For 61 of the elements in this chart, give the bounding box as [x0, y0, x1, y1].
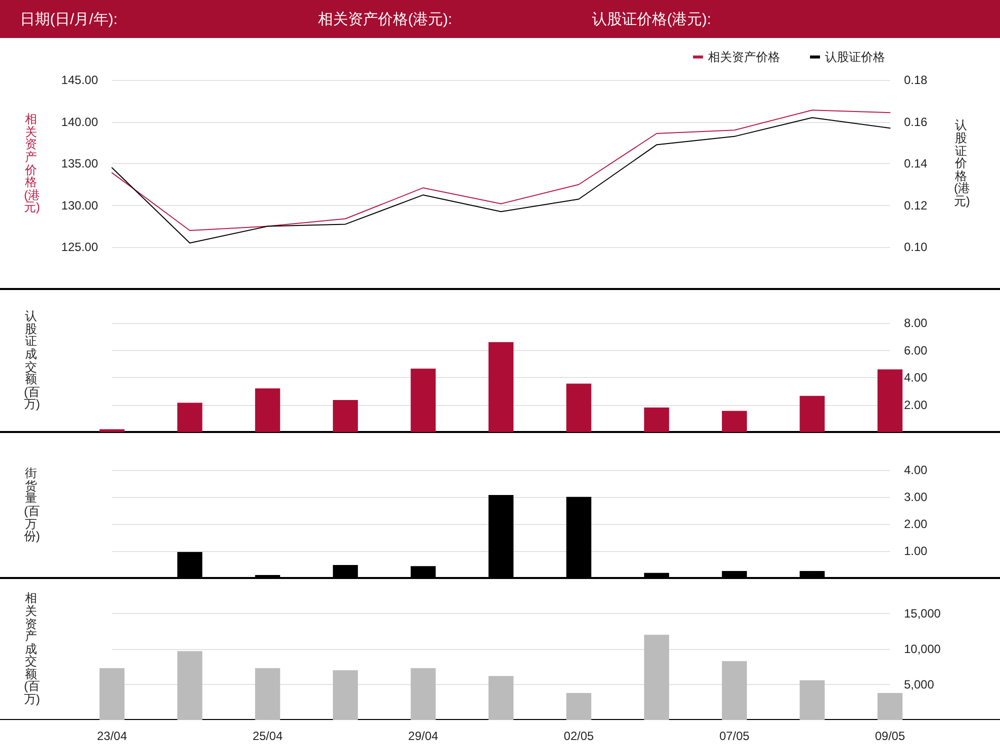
legend-label: 认股证价格	[825, 50, 885, 64]
bar	[332, 400, 358, 432]
bar	[410, 668, 436, 720]
y-axis-title: 认股证成交额(百万)	[24, 309, 40, 412]
x-tick-label: 02/05	[564, 729, 594, 743]
y-tick-label: 145.00	[61, 73, 98, 87]
x-tick-label: 29/04	[408, 729, 439, 743]
bar	[255, 668, 280, 720]
bar	[644, 634, 670, 720]
text: 相关资产成交额(百万)	[24, 591, 40, 706]
bar	[100, 429, 124, 432]
y-tick-label: 135.00	[61, 156, 98, 171]
bar	[800, 680, 825, 720]
y-tick-label: 1.00	[904, 544, 928, 558]
bar	[722, 661, 747, 720]
y2-tick-label: 0.10	[904, 240, 928, 254]
y2-tick-label: 0.12	[904, 198, 928, 212]
text: 相关资产价格(港元):	[318, 10, 452, 29]
bar	[177, 402, 202, 432]
bar	[800, 396, 825, 432]
y-tick-label: 8.00	[904, 316, 928, 330]
bar	[488, 342, 514, 432]
y-axis-title: 相关资产价格(港元)	[24, 112, 40, 214]
y-tick-label: 10,000	[904, 642, 942, 656]
legend-label: 相关资产价格	[708, 50, 780, 64]
y2-tick-label: 0.14	[904, 156, 928, 171]
bar	[255, 388, 280, 432]
x-tick-label: 07/05	[719, 729, 750, 743]
bar	[878, 693, 902, 720]
y2-axis-title: 认股证价格(港元)	[954, 118, 970, 208]
line-series	[112, 110, 890, 231]
y-tick-label: 2.00	[904, 516, 928, 531]
y-tick-label: 6.00	[904, 343, 928, 358]
y-tick-label: 15,000	[904, 606, 942, 620]
bar	[488, 676, 514, 720]
bar	[722, 410, 747, 432]
bar	[100, 668, 124, 720]
y2-tick-label: 0.18	[904, 73, 928, 87]
bar	[566, 384, 592, 432]
y-tick-label: 5,000	[904, 678, 934, 692]
x-tick-label: 25/04	[252, 729, 283, 743]
bar	[410, 368, 436, 432]
line-series	[112, 117, 890, 244]
y-axis-title: 街货量(百万份)	[24, 466, 40, 544]
text: 日期(日/月/年):	[20, 10, 118, 29]
bar	[332, 670, 358, 720]
bar	[644, 407, 670, 432]
x-tick-label: 09/05	[874, 729, 906, 743]
y-tick-label: 2.00	[904, 398, 928, 412]
x-tick-label: 23/04	[96, 729, 128, 743]
text: 认股证价格(港元):	[592, 10, 712, 29]
y-tick-label: 3.00	[904, 490, 928, 504]
y2-tick-label: 0.16	[904, 114, 928, 129]
bar	[566, 693, 592, 720]
bar	[177, 651, 202, 720]
y-tick-label: 130.00	[61, 198, 98, 212]
y-tick-label: 4.00	[904, 370, 928, 385]
bar	[878, 369, 902, 432]
y-tick-label: 140.00	[61, 114, 98, 129]
y-tick-label: 4.00	[904, 462, 928, 477]
y-tick-label: 125.00	[61, 240, 98, 254]
